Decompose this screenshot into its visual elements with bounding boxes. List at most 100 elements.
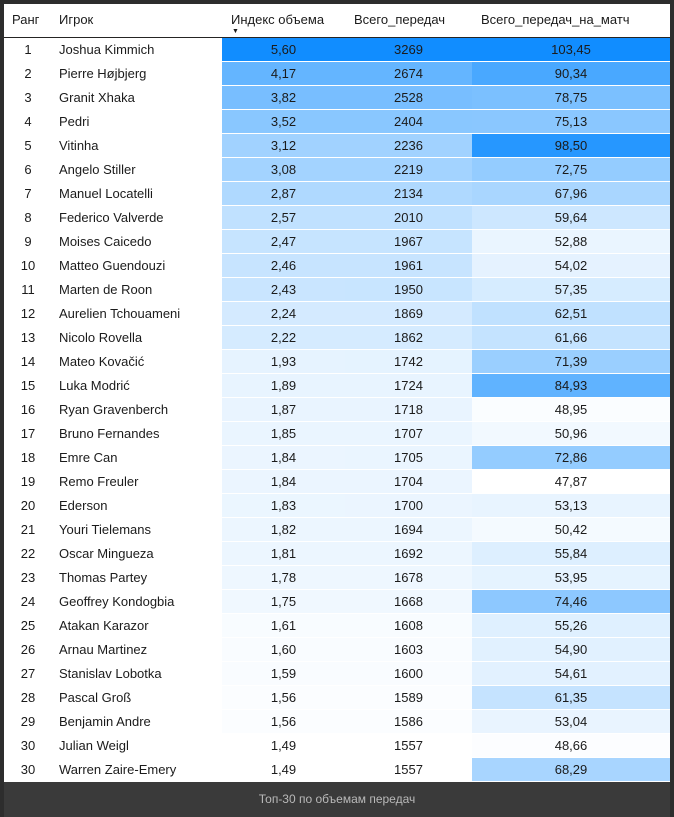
table-row[interactable]: 6 Angelo Stiller 3,08 2219 72,75: [4, 158, 670, 182]
table-row[interactable]: 17 Bruno Fernandes 1,85 1707 50,96: [4, 422, 670, 446]
cell-total-passes: 1724: [345, 374, 472, 397]
cell-total-passes: 1705: [345, 446, 472, 469]
table-row[interactable]: 10 Matteo Guendouzi 2,46 1961 54,02: [4, 254, 670, 278]
cell-player: Pedri: [59, 114, 90, 129]
cell-volume-index: 1,59: [222, 662, 345, 685]
cell-rank: 17: [20, 426, 36, 441]
cell-rank: 30: [20, 762, 36, 777]
cell-volume-index: 2,57: [222, 206, 345, 229]
cell-volume-index: 2,46: [222, 254, 345, 277]
cell-volume-index: 5,60: [222, 38, 345, 61]
cell-volume-index: 1,78: [222, 566, 345, 589]
table-row[interactable]: 7 Manuel Locatelli 2,87 2134 67,96: [4, 182, 670, 206]
table-row[interactable]: 22 Oscar Mingueza 1,81 1692 55,84: [4, 542, 670, 566]
cell-passes-per-match: 59,64: [472, 206, 670, 229]
table-row[interactable]: 5 Vitinha 3,12 2236 98,50: [4, 134, 670, 158]
table-row[interactable]: 30 Julian Weigl 1,49 1557 48,66: [4, 734, 670, 758]
cell-total-passes: 1862: [345, 326, 472, 349]
cell-passes-per-match: 78,75: [472, 86, 670, 109]
table-row[interactable]: 26 Arnau Martinez 1,60 1603 54,90: [4, 638, 670, 662]
cell-passes-per-match: 74,46: [472, 590, 670, 613]
cell-player: Geoffrey Kondogbia: [59, 594, 175, 609]
column-header-rank[interactable]: Ранг: [4, 4, 52, 37]
cell-volume-index: 1,84: [222, 470, 345, 493]
cell-passes-per-match: 72,86: [472, 446, 670, 469]
cell-rank: 18: [20, 450, 36, 465]
cell-passes-per-match: 84,93: [472, 374, 670, 397]
column-header-player[interactable]: Игрок: [52, 4, 222, 37]
column-header-label: Индекс объема: [231, 12, 325, 27]
table-row[interactable]: 20 Ederson 1,83 1700 53,13: [4, 494, 670, 518]
cell-total-passes: 1869: [345, 302, 472, 325]
table-row[interactable]: 18 Emre Can 1,84 1705 72,86: [4, 446, 670, 470]
table-row[interactable]: 30 Warren Zaire-Emery 1,49 1557 68,29: [4, 758, 670, 782]
cell-total-passes: 2219: [345, 158, 472, 181]
table-row[interactable]: 27 Stanislav Lobotka 1,59 1600 54,61: [4, 662, 670, 686]
cell-player: Remo Freuler: [59, 474, 139, 489]
cell-passes-per-match: 71,39: [472, 350, 670, 373]
cell-player: Nicolo Rovella: [59, 330, 143, 345]
cell-total-passes: 1967: [345, 230, 472, 253]
table-row[interactable]: 21 Youri Tielemans 1,82 1694 50,42: [4, 518, 670, 542]
table-row[interactable]: 24 Geoffrey Kondogbia 1,75 1668 74,46: [4, 590, 670, 614]
cell-rank: 4: [24, 114, 32, 129]
cell-total-passes: 2674: [345, 62, 472, 85]
cell-player: Ederson: [59, 498, 108, 513]
cell-player: Stanislav Lobotka: [59, 666, 162, 681]
table-row[interactable]: 9 Moises Caicedo 2,47 1967 52,88: [4, 230, 670, 254]
column-header-label: Всего_передач_на_матч: [481, 12, 630, 27]
cell-player: Atakan Karazor: [59, 618, 149, 633]
cell-player: Benjamin Andre: [59, 714, 151, 729]
table-row[interactable]: 14 Mateo Kovačić 1,93 1742 71,39: [4, 350, 670, 374]
cell-passes-per-match: 98,50: [472, 134, 670, 157]
cell-player: Granit Xhaka: [59, 90, 135, 105]
cell-volume-index: 1,83: [222, 494, 345, 517]
cell-total-passes: 1950: [345, 278, 472, 301]
table-row[interactable]: 29 Benjamin Andre 1,56 1586 53,04: [4, 710, 670, 734]
cell-volume-index: 2,43: [222, 278, 345, 301]
cell-player: Youri Tielemans: [59, 522, 152, 537]
table-row[interactable]: 25 Atakan Karazor 1,61 1608 55,26: [4, 614, 670, 638]
cell-player: Julian Weigl: [59, 738, 129, 753]
cell-total-passes: 2404: [345, 110, 472, 133]
cell-rank: 15: [20, 378, 36, 393]
cell-rank: 6: [24, 162, 32, 177]
column-header-total-passes[interactable]: Всего_передач: [345, 4, 472, 37]
table-row[interactable]: 15 Luka Modrić 1,89 1724 84,93: [4, 374, 670, 398]
table-row[interactable]: 13 Nicolo Rovella 2,22 1862 61,66: [4, 326, 670, 350]
cell-rank: 23: [20, 570, 36, 585]
cell-volume-index: 3,12: [222, 134, 345, 157]
cell-total-passes: 1668: [345, 590, 472, 613]
cell-volume-index: 3,52: [222, 110, 345, 133]
table-row[interactable]: 8 Federico Valverde 2,57 2010 59,64: [4, 206, 670, 230]
column-header-label: Всего_передач: [354, 12, 446, 27]
table-row[interactable]: 4 Pedri 3,52 2404 75,13: [4, 110, 670, 134]
cell-player: Luka Modrić: [59, 378, 130, 393]
table-row[interactable]: 23 Thomas Partey 1,78 1678 53,95: [4, 566, 670, 590]
cell-volume-index: 1,85: [222, 422, 345, 445]
cell-total-passes: 1961: [345, 254, 472, 277]
table-row[interactable]: 3 Granit Xhaka 3,82 2528 78,75: [4, 86, 670, 110]
table-row[interactable]: 11 Marten de Roon 2,43 1950 57,35: [4, 278, 670, 302]
cell-total-passes: 1586: [345, 710, 472, 733]
cell-passes-per-match: 72,75: [472, 158, 670, 181]
table-row[interactable]: 1 Joshua Kimmich 5,60 3269 103,45: [4, 38, 670, 62]
cell-passes-per-match: 90,34: [472, 62, 670, 85]
cell-volume-index: 3,82: [222, 86, 345, 109]
table-row[interactable]: 19 Remo Freuler 1,84 1704 47,87: [4, 470, 670, 494]
cell-passes-per-match: 67,96: [472, 182, 670, 205]
cell-passes-per-match: 48,66: [472, 734, 670, 757]
cell-volume-index: 1,56: [222, 686, 345, 709]
column-header-passes-per-match[interactable]: Всего_передач_на_матч: [472, 4, 670, 37]
table-row[interactable]: 16 Ryan Gravenberch 1,87 1718 48,95: [4, 398, 670, 422]
cell-player: Federico Valverde: [59, 210, 164, 225]
cell-player: Marten de Roon: [59, 282, 153, 297]
table-row[interactable]: 12 Aurelien Tchouameni 2,24 1869 62,51: [4, 302, 670, 326]
table-row[interactable]: 2 Pierre Højbjerg 4,17 2674 90,34: [4, 62, 670, 86]
column-header-volume-index[interactable]: Индекс объема ▼: [222, 4, 345, 37]
table-row[interactable]: 28 Pascal Groß 1,56 1589 61,35: [4, 686, 670, 710]
cell-rank: 24: [20, 594, 36, 609]
cell-volume-index: 1,49: [222, 734, 345, 757]
cell-volume-index: 1,75: [222, 590, 345, 613]
